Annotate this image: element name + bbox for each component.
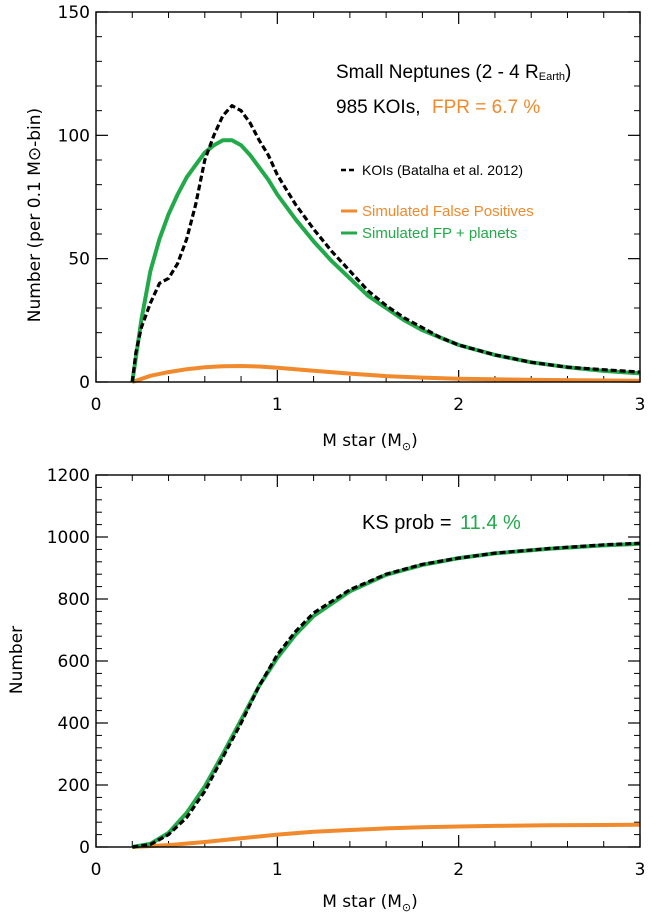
bottom-x-tick-labels: 0 1 2 3 (91, 860, 646, 880)
koi-count-label: 985 KOIs, (336, 97, 421, 118)
bottom-plot-area (131, 541, 641, 849)
y-tick-label: 1200 (47, 466, 90, 486)
bottom-x-axis-label: M star (M⊙) (322, 892, 418, 913)
y-tick-label: 200 (58, 776, 90, 796)
series-line-kois-batalha-et-al-2012 (132, 541, 641, 849)
bottom-y-axis-label: Number (7, 626, 27, 694)
legend-label-fp-planets: Simulated FP + planets (362, 225, 517, 242)
series-line-simulated-fp-planets (131, 541, 641, 849)
x-tick-label: 0 (91, 860, 102, 880)
legend-label-false-positives: Simulated False Positives (362, 203, 534, 220)
y-tick-label: 100 (58, 126, 90, 146)
y-tick-label: 800 (58, 590, 90, 610)
y-tick-label: 50 (68, 250, 90, 270)
y-tick-label: 600 (58, 652, 90, 672)
top-y-tick-labels: 0 50 100 150 (58, 3, 90, 393)
y-tick-label: 400 (58, 714, 90, 734)
y-tick-label: 0 (79, 373, 90, 393)
series-line-kois-batalha-et-al-2012 (130, 104, 641, 383)
legend-label-kois: KOIs (Batalha et al. 2012) (362, 162, 523, 178)
top-axes-frame (95, 11, 641, 383)
top-plot-area (130, 104, 641, 384)
y-tick-label: 0 (79, 838, 90, 858)
y-tick-label: 1000 (47, 528, 90, 548)
x-tick-label: 2 (453, 860, 464, 880)
top-y-axis-label: Number (per 0.1 M⊙-bin) (25, 108, 45, 322)
fpr-label: FPR = 6.7 % (432, 97, 540, 118)
x-tick-label: 2 (453, 395, 464, 415)
bottom-panel: 0 200 400 600 800 1000 1200 0 1 2 3 Number M star… (7, 466, 645, 913)
top-legend: KOIs (Batalha et al. 2012) Simulated Fal… (341, 162, 534, 242)
x-tick-label: 3 (635, 395, 646, 415)
x-tick-label: 0 (91, 395, 102, 415)
ks-prob-label: KS prob = (362, 512, 452, 534)
top-x-axis-label: M star (M⊙) (322, 431, 418, 453)
y-tick-label: 150 (58, 3, 90, 23)
x-tick-label: 1 (272, 860, 283, 880)
ks-prob-value: 11.4 % (460, 512, 521, 534)
bottom-y-tick-labels: 0 200 400 600 800 1000 1200 (47, 466, 90, 858)
series-line-simulated-false-positives (132, 822, 641, 849)
series-line-simulated-false-positives (131, 364, 641, 384)
x-tick-label: 1 (272, 395, 283, 415)
top-panel: 0 50 100 150 0 1 2 3 Number (per 0.1 M⊙-bin) M… (25, 3, 645, 453)
x-tick-label: 3 (635, 860, 646, 880)
top-x-tick-labels: 0 1 2 3 (91, 395, 646, 415)
top-panel-title: Small Neptunes (2 - 4 REarth) (336, 62, 571, 83)
bottom-axes-frame (95, 474, 641, 848)
